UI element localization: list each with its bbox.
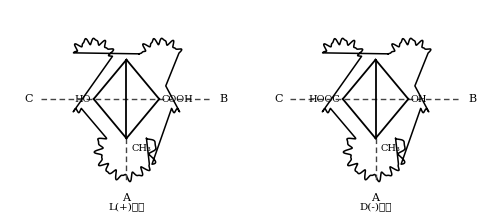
Text: OH: OH	[410, 95, 427, 103]
Text: COOH: COOH	[161, 95, 193, 103]
Text: HO: HO	[74, 95, 91, 103]
Text: B: B	[468, 94, 476, 104]
Text: A: A	[122, 193, 130, 203]
Text: A: A	[371, 193, 379, 203]
Text: B: B	[219, 94, 227, 104]
Text: D(-)乳酸: D(-)乳酸	[359, 202, 391, 211]
Text: HOOC: HOOC	[308, 95, 340, 103]
Polygon shape	[73, 38, 181, 182]
Text: L(+)乳酸: L(+)乳酸	[108, 202, 144, 211]
Polygon shape	[322, 38, 430, 182]
Text: CH₃: CH₃	[380, 144, 400, 153]
Text: CH₃: CH₃	[131, 144, 151, 153]
Text: C: C	[25, 94, 33, 104]
Text: C: C	[274, 94, 282, 104]
